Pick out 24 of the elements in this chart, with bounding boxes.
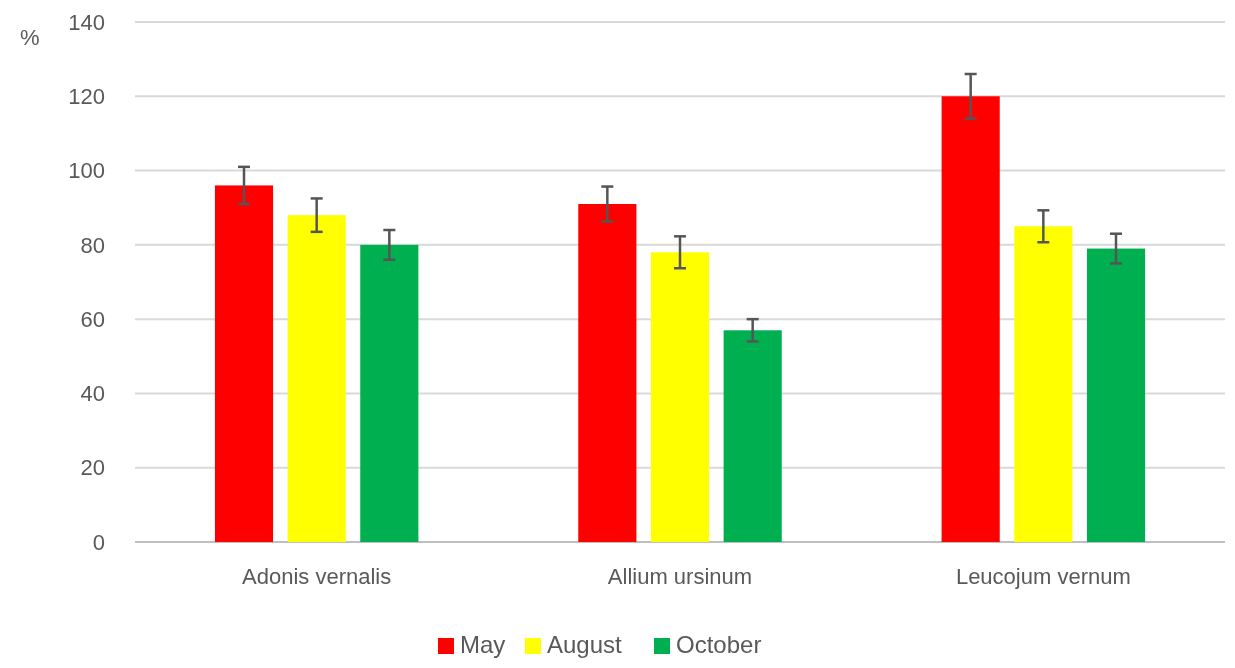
- legend-label: August: [547, 631, 623, 658]
- y-tick-label: 80: [80, 232, 105, 258]
- bar: [1014, 226, 1073, 542]
- x-tick-label: Allium ursinum: [607, 564, 753, 589]
- y-tick-label: 140: [68, 9, 105, 35]
- y-tick-label: 120: [68, 83, 105, 109]
- bar: [360, 244, 419, 542]
- legend-label: October: [676, 631, 762, 658]
- y-axis-title: %: [20, 25, 40, 50]
- bar: [650, 252, 710, 542]
- x-tick-label: Leucojum vernum: [955, 564, 1131, 589]
- x-tick-label: Adonis vernalis: [242, 564, 392, 589]
- y-tick-label: 60: [80, 306, 105, 332]
- bar: [578, 204, 637, 542]
- bar: [941, 96, 1000, 542]
- bar: [1086, 248, 1146, 542]
- y-tick-label: 0: [92, 529, 105, 555]
- bar: [723, 330, 782, 542]
- y-tick-label: 20: [80, 455, 105, 481]
- bar: [214, 185, 274, 542]
- y-tick-label: 100: [68, 158, 105, 184]
- bar: [287, 215, 346, 542]
- legend-label: May: [460, 631, 506, 658]
- y-tick-label: 40: [80, 381, 105, 407]
